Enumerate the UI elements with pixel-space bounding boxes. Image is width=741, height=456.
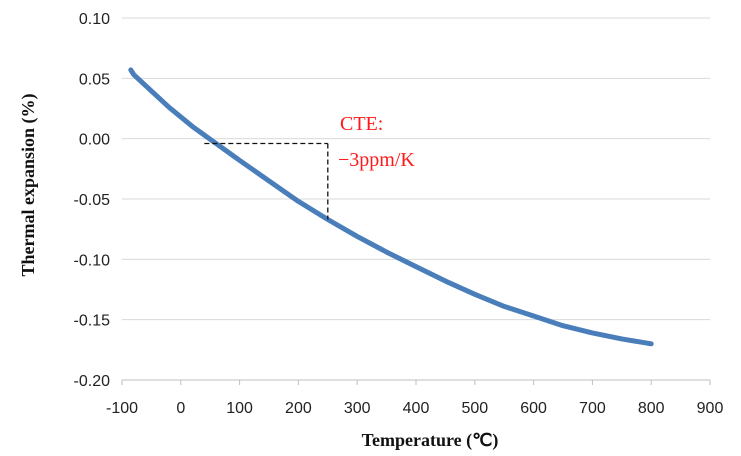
y-axis-title: Thermal expansion (%) xyxy=(18,93,39,276)
x-tick-label: 500 xyxy=(461,400,488,417)
cte-value: −3ppm/K xyxy=(338,149,415,171)
x-tick-label: 200 xyxy=(285,400,312,417)
gridlines xyxy=(122,17,710,321)
x-tick-label: 300 xyxy=(344,400,371,417)
x-tick-label: 600 xyxy=(520,400,547,417)
y-tick-label: -0.15 xyxy=(74,313,111,330)
x-tick-label: 800 xyxy=(638,400,665,417)
y-tick-label: -0.20 xyxy=(74,373,111,390)
x-tick-label: 100 xyxy=(226,400,253,417)
y-tick-label: 0.10 xyxy=(79,11,110,28)
x-tick-label: 700 xyxy=(579,400,606,417)
cte-label: CTE: xyxy=(340,113,383,135)
y-tick-label: 0.00 xyxy=(79,132,110,149)
x-tick-label: 0 xyxy=(176,400,185,417)
x-tick-label: 900 xyxy=(697,400,724,417)
x-tick-label: -100 xyxy=(106,400,138,417)
y-tick-label: -0.05 xyxy=(74,192,111,209)
cte-annotation: CTE: −3ppm/K xyxy=(204,113,415,220)
x-tick-label: 400 xyxy=(403,400,430,417)
y-tick-label: 0.05 xyxy=(79,71,110,88)
data-series xyxy=(128,67,654,347)
tick-labels: 0.10 0.05 0.00 -0.05 -0.10 -0.15 -0.20 -100 0 100… xyxy=(74,11,724,417)
x-axis-title: Temperature (℃) xyxy=(362,430,499,451)
axes xyxy=(121,379,711,385)
y-tick-label: -0.10 xyxy=(74,252,111,269)
series-line xyxy=(128,67,654,347)
